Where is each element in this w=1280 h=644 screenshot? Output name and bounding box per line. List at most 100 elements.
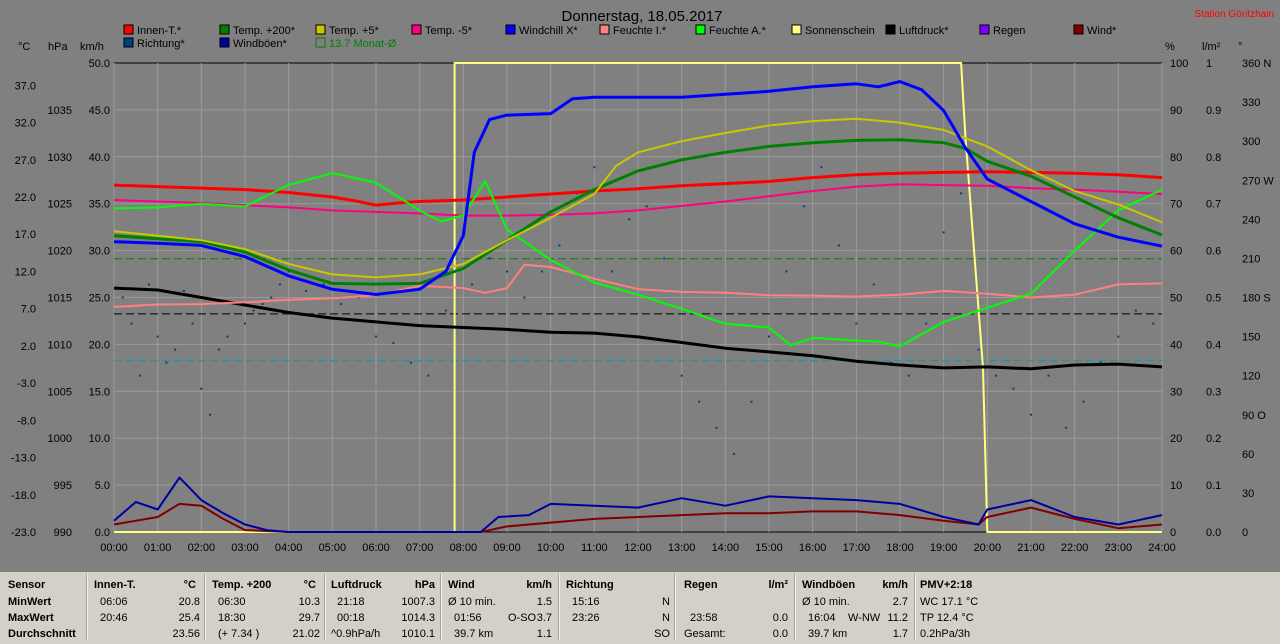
direction-point (278, 283, 281, 286)
direction-tick-label: 300 (1242, 136, 1260, 148)
direction-point (270, 296, 273, 299)
wind-tick-label: 25.0 (89, 293, 110, 305)
stats-col-sensor: Sensor MinWert MaxWert Durchschnitt (8, 576, 86, 642)
time-tick-label: 13:00 (668, 542, 696, 554)
stats-col-temp200: Temp. +200 °C 06:30 10.3 18:30 29.7 (+ 7.34… (212, 576, 320, 642)
stats-wind-unit: km/h (526, 579, 552, 591)
humidity-axis-unit: % (1165, 41, 1175, 53)
time-tick-label: 24:00 (1148, 542, 1176, 554)
temp-tick-label: -13.0 (11, 453, 36, 465)
series-line-temp-5 (113, 117, 1163, 279)
direction-point (1099, 361, 1102, 364)
direction-point (1082, 400, 1085, 403)
time-tick-label: 08:00 (450, 542, 478, 554)
stats-panel: Sensor MinWert MaxWert Durchschnitt Inne… (0, 572, 1280, 644)
rain-tick-label: 0.3 (1206, 386, 1221, 398)
temp-tick-label: -3.0 (17, 378, 36, 390)
legend-swatch (123, 37, 134, 48)
stats-temp200-diff: (+ 7.34 ) (218, 628, 260, 640)
stats-rain-max-time: 23:58 (690, 612, 718, 624)
stats-separator (324, 574, 326, 640)
stats-pressure-max-time: 00:18 (337, 612, 365, 624)
direction-point (977, 348, 980, 351)
stats-gusts-max-time: 16:04 (808, 612, 836, 624)
humidity-tick-label: 90 (1170, 105, 1182, 117)
pressure-tick-label: 1020 (48, 246, 72, 258)
stats-label-min: MinWert (8, 596, 52, 608)
stats-pressure-avg: 1010.1 (401, 628, 435, 640)
stats-gusts-avg: 1.7 (892, 628, 908, 640)
direction-point (375, 335, 377, 338)
temp-tick-label: 7.0 (21, 304, 36, 316)
legend-swatch (599, 24, 610, 35)
time-tick-label: 00:00 (100, 542, 128, 554)
direction-point (663, 257, 666, 260)
direction-point (540, 270, 543, 273)
stats-header-sensor: Sensor (8, 579, 46, 591)
direction-point (628, 218, 631, 221)
direction-point (872, 283, 875, 286)
direction-point (174, 348, 177, 351)
wind-tick-label: 50.0 (89, 58, 110, 70)
stats-wind-avg: 1.1 (536, 628, 552, 640)
direction-point (610, 270, 613, 273)
legend-item: Feuchte I.* (599, 24, 667, 37)
legend-swatch (219, 24, 230, 35)
legend-swatch (885, 24, 896, 35)
pressure-tick-label: 1025 (48, 199, 72, 211)
stats-pressure-min: 1007.3 (401, 596, 435, 608)
time-tick-label: 11:00 (581, 542, 608, 554)
direction-point (165, 361, 168, 364)
rain-tick-label: 0.5 (1206, 293, 1221, 305)
stats-innen-max: 25.4 (178, 612, 200, 624)
rain-axis-unit: l/m² (1202, 41, 1221, 53)
time-tick-label: 09:00 (493, 542, 521, 554)
legend-label: Innen-T.* (137, 25, 182, 37)
time-tick-label: 14:00 (712, 542, 740, 554)
legend-item: Luftdruck* (885, 24, 949, 37)
axis-ticks: 37.0 32.0 27.0 22.0 17.0 12.0 7.0 2.0 -3.0 -8.0 -1… (11, 58, 1274, 554)
legend-label: Luftdruck* (899, 25, 949, 37)
direction-point (357, 296, 360, 299)
rain-tick-label: 0.8 (1206, 152, 1221, 164)
legend-label: Temp. +5* (329, 25, 380, 37)
direction-tick-label: 210 (1242, 253, 1260, 265)
time-tick-label: 05:00 (319, 542, 347, 554)
rain-tick-label: 0.4 (1206, 339, 1221, 351)
stats-innen-title: Innen-T. (94, 579, 136, 591)
direction-point (130, 322, 133, 325)
legend-swatch (695, 24, 706, 35)
chart-title: Donnerstag, 18.05.2017 (562, 8, 723, 25)
direction-point (322, 283, 325, 286)
wind-tick-label: 15.0 (89, 386, 110, 398)
direction-point (1134, 309, 1137, 312)
direction-point (820, 166, 823, 169)
stats-gusts-max: 11.2 (887, 612, 908, 624)
series-line-wind (113, 502, 1163, 533)
stats-col-direction: Richtung 15:16 N 23:26 N SO (566, 576, 670, 642)
direction-point (698, 400, 701, 403)
direction-point (750, 400, 753, 403)
direction-point (156, 335, 159, 338)
stats-innen-unit: °C (183, 579, 196, 591)
rain-tick-label: 1 (1206, 58, 1212, 70)
direction-point (488, 257, 491, 260)
stats-wind-distance: 39.7 km (454, 628, 494, 640)
stats-pressure-max: 1014.3 (401, 612, 435, 624)
stats-col-innen: Innen-T. °C 06:06 20.8 20:46 25.4 23.56 (94, 576, 200, 642)
humidity-tick-label: 100 (1170, 58, 1188, 70)
direction-point (715, 426, 718, 429)
direction-point (200, 387, 203, 390)
direction-point (1152, 322, 1155, 325)
stats-innen-max-time: 20:46 (100, 612, 128, 624)
legend-swatch (979, 24, 990, 35)
direction-point (733, 452, 736, 455)
direction-point (558, 244, 561, 247)
legend-item: Wind* (1073, 24, 1117, 37)
temp-tick-label: -23.0 (11, 527, 36, 539)
humidity-tick-label: 80 (1170, 152, 1182, 164)
rain-tick-label: 0.1 (1206, 480, 1221, 492)
stats-gusts-avg10: 2.7 (892, 596, 908, 608)
direction-point (506, 270, 508, 273)
stats-wind-max: 3.7 (536, 612, 552, 624)
